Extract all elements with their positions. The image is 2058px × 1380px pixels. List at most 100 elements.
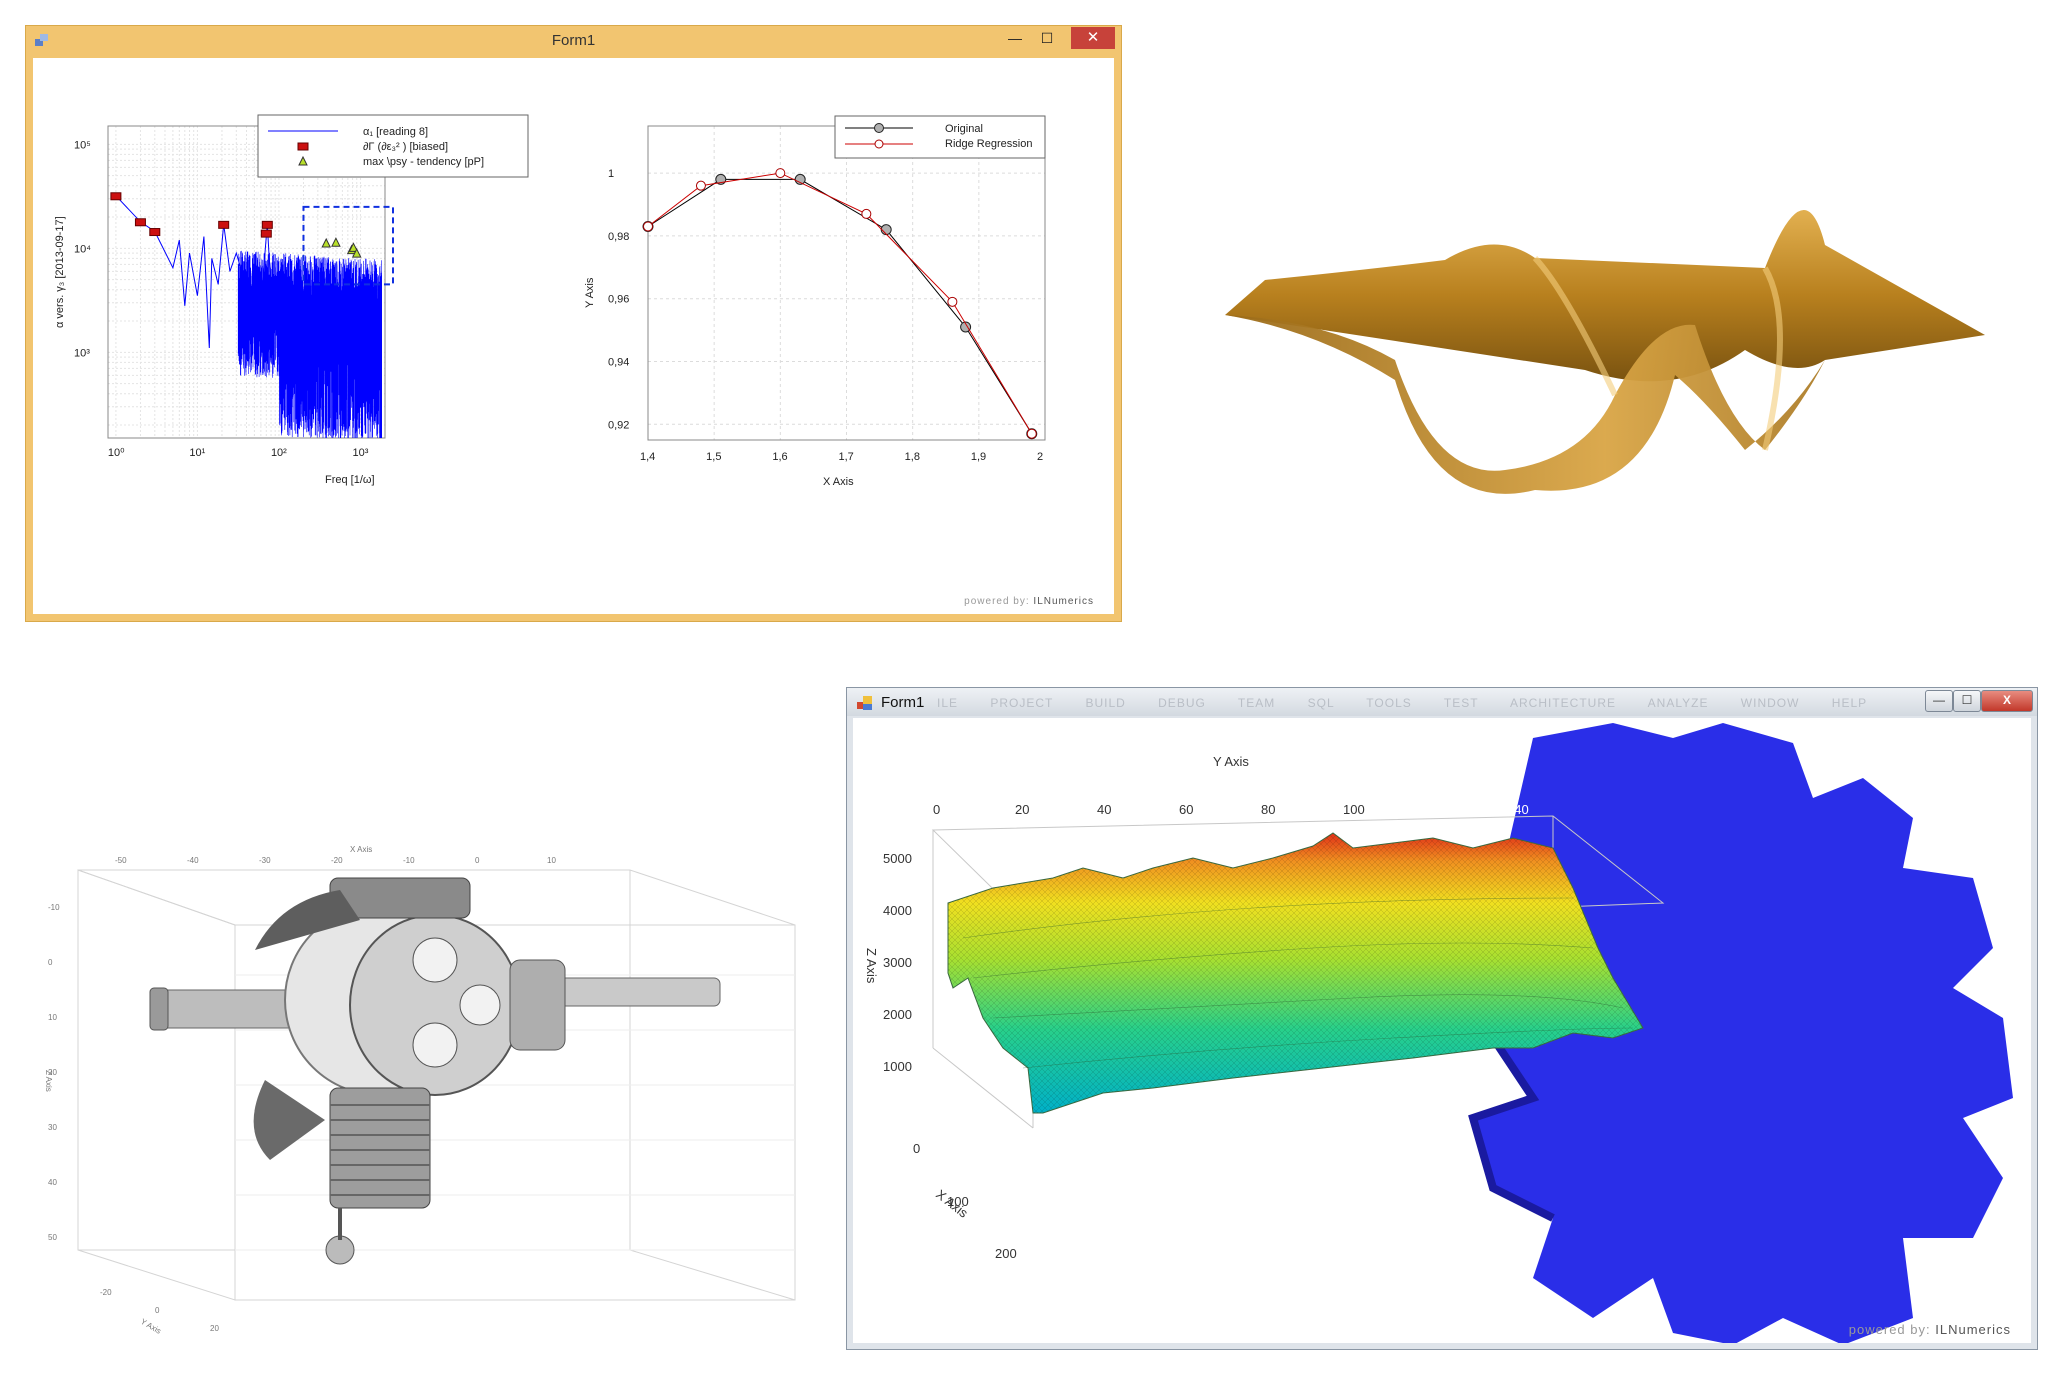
close-button-2[interactable]: X [1981,690,2033,712]
x-axis-label: X Axis [823,476,854,488]
y-axis-label: Y Axis [139,1317,163,1336]
legend-a: α₁ [reading 8] ∂Γ (∂ε₃² ) [biased] max \ps… [257,114,529,178]
spectrum-chart[interactable]: 10⁰ 10¹ 10² 10³ 10⁵ 10⁴ 10³ Freq [1/ω] α vers. γ… [54,114,529,486]
square-marker [149,228,161,237]
legend-entry: Original [945,123,983,135]
x-tick-label: 1,4 [640,451,655,463]
regression-chart[interactable]: 1,4 1,5 1,6 1,7 1,8 1,9 2 1 0,98 0,96 0,94 0,92 X Ax… [584,115,1046,488]
title-bar-2[interactable]: Form1 ILE PROJECT BUILD DEBUG TEAM SQL T… [847,688,2037,716]
ridge-point [1026,428,1037,439]
z-tick-label: 2000 [883,1007,912,1022]
x-tick-label: 10² [271,447,287,459]
triangle-marker [321,237,332,248]
terrain-x-axis-label: X Axis [933,1187,971,1221]
z-tick-label: 30 [48,1123,57,1132]
maximize-button[interactable]: ☐ [1040,30,1054,46]
x-tick-label: 1,7 [839,451,854,463]
terrain-y-axis-label: Y Axis [1213,754,1249,769]
x-tick-label: 1,5 [706,451,721,463]
x-tick-label: 10⁰ [108,447,125,459]
x-tick-label: -50 [115,856,127,865]
brand-text-2: ILNumerics [1935,1322,2011,1337]
y-tick-label: 0,98 [608,231,629,243]
x-tick-label: -10 [403,856,415,865]
ridge-point [643,221,653,232]
legend-triangle-marker [298,155,308,166]
surface-highlight [1532,255,1783,451]
square-marker [260,229,272,238]
square-marker [110,192,122,201]
background-menu-text: ILE PROJECT BUILD DEBUG TEAM SQL TOOLS T… [937,696,1868,710]
triangle-marker [331,237,341,247]
square-marker [218,220,230,229]
app-icon-2 [857,696,872,710]
triangle-marker [351,247,362,258]
close-button[interactable]: ✕ [1071,27,1115,49]
x-tick-label: -20 [331,856,343,865]
powered-by-label-2: powered by: ILNumerics [1849,1322,2011,1337]
gold-surface-plot[interactable] [1205,170,2005,530]
z-tick-label: 1000 [883,1059,912,1074]
square-marker [134,218,146,227]
square-marker [261,220,273,229]
spectrum-noise [237,250,382,438]
y-tick-label: 0 [155,1306,160,1315]
x-tick-label: 100 [947,1194,969,1209]
legend-entry: α₁ [reading 8] [363,126,428,138]
x-tick-label: 10³ [352,447,368,459]
powered-text-2: powered by: [1848,1322,1931,1337]
title-bar[interactable]: Form1 — ☐ ✕ [26,26,1121,56]
z-tick-label: 4000 [883,903,912,918]
z-tick-label: 5000 [883,851,912,866]
y-tick-label: 20 [210,1324,219,1333]
powered-by-label: powered by: ILNumerics [964,596,1094,607]
y-tick-label: 10⁴ [74,243,91,255]
surface-back [1225,210,1985,382]
minimize-button[interactable]: — [1008,30,1022,46]
plot-area: 10⁰ 10¹ 10² 10³ 10⁵ 10⁴ 10³ Freq [1/ω] α vers. γ… [33,58,1114,614]
z-tick-label: 20 [48,1068,57,1077]
x-tick-label: 200 [995,1246,1017,1261]
x-tick-label: 1,8 [905,451,920,463]
series-line-1 [647,172,1033,434]
z-axis-label: Z Axis [44,1070,53,1092]
y-tick-label: 40 [1097,802,1111,817]
engine-3d-plot[interactable]: -50 -40 -30 -20 -10 0 10 -10 0 10 20 30 40 50 -20 0 20 X… [40,830,810,1340]
terrain-canvas[interactable]: 0 20 40 60 80 100 120 140 5000 4000 3000 2000 1000 0 1… [853,718,2031,1343]
zoom-selection-box [302,205,394,286]
legend-entry: max \psy - tendency [pP] [363,156,484,168]
legend-entry: Ridge Regression [945,138,1032,150]
x-tick-label: -40 [187,856,199,865]
ridge-point [775,168,786,179]
minimize-button-2[interactable]: — [1925,690,1953,712]
x-tick-label: -30 [259,856,271,865]
form1-window-top: Form1 — ☐ ✕ 10⁰ 10¹ 10² 10³ 10⁵ 10⁴ 10³ Freq [1… [25,25,1122,622]
plot-frame [107,125,386,439]
y-axis-label: Y Axis [584,277,596,308]
charts-canvas: 10⁰ 10¹ 10² 10³ 10⁵ 10⁴ 10³ Freq [1/ω] α vers. γ… [54,114,1046,488]
z-tick-label: -10 [48,903,60,912]
ridge-point [947,296,958,307]
app-icon [35,34,48,46]
y-tick-label: -20 [100,1288,112,1297]
form1-window-bottom: Form1 ILE PROJECT BUILD DEBUG TEAM SQL T… [846,687,2038,1350]
surface-front [1225,315,1985,494]
powered-text: powered by: [964,596,1030,607]
ridge-point [861,208,872,219]
y-tick-label: 0,94 [608,357,629,369]
x-tick-label: 1,9 [971,451,986,463]
y-tick-label: 120 [1425,802,1447,817]
maximize-button-2[interactable]: ☐ [1953,690,1981,712]
x-tick-label: 0 [475,856,480,865]
terrain-mesh [948,833,1643,1113]
terrain-z-axis-label: Z Axis [864,948,879,984]
x-tick-label: 10¹ [189,447,205,459]
y-tick-label: 0,96 [608,294,629,306]
z-tick-label: 40 [48,1178,57,1187]
original-point [960,321,972,333]
legend-entry: ∂Γ (∂ε₃² ) [biased] [363,141,448,153]
z-tick-label: 0 [48,958,53,967]
window-title: Form1 [551,32,596,49]
y-tick-label: 20 [1015,802,1029,817]
y-axis-label: α vers. γ₃ [2013-09-17] [54,216,66,328]
